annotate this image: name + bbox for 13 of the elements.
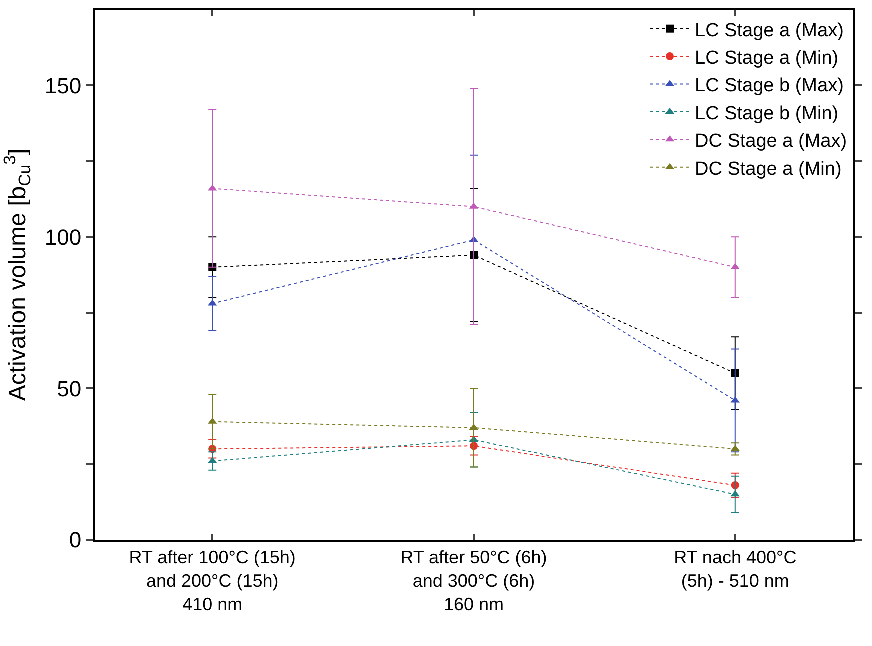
legend-label: LC Stage a (Max) [695, 20, 844, 42]
y-tick-label: 0 [69, 528, 82, 553]
legend-label: DC Stage a (Min) [695, 158, 842, 180]
y-tick-label: 50 [57, 376, 82, 402]
legend-label: LC Stage b (Min) [695, 103, 839, 124]
x-tick-label: RT nach 400°C (5h) - 510 nm [674, 548, 797, 591]
y-tick-label: 100 [44, 224, 82, 250]
legend-label: LC Stage b (Max) [695, 76, 844, 97]
x-tick-label: RT after 50°C (6h) and 300°C (6h) 160 nm [400, 548, 548, 614]
y-tick-label: 150 [44, 73, 82, 98]
x-tick-label: RT after 100°C (15h) and 200°C (15h) 410 nm [129, 548, 296, 614]
legend-label: DC Stage a (Max) [695, 131, 848, 152]
legend-label: LC Stage a (Min) [695, 48, 839, 69]
